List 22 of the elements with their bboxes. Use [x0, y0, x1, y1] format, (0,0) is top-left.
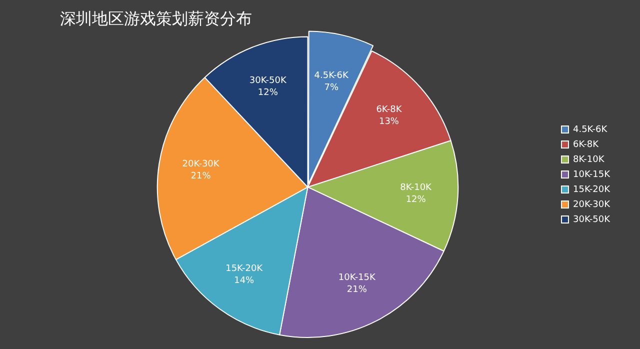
data-label: 21% — [346, 284, 368, 295]
legend-label: 6K-8K — [572, 140, 600, 150]
slice-label: 8K-10K — [400, 183, 433, 194]
slice-label: 10K-15K — [338, 272, 377, 283]
slice-label: 20K-30K — [182, 160, 220, 170]
legend-label: 8K-10K — [572, 154, 606, 165]
data-label: 13% — [378, 116, 400, 127]
data-label: 14% — [234, 276, 255, 286]
legend-label: 15K-20K — [572, 184, 612, 195]
legend-label: 10K-15K — [572, 170, 612, 180]
data-label: 21% — [190, 172, 212, 182]
chart-title: 深圳地区游戏策划薪资分布 — [60, 8, 252, 28]
slice-label: 4.5K-6K — [314, 70, 350, 81]
legend-label: 30K-50K — [572, 214, 612, 225]
legend-label: 20K-30K — [572, 200, 612, 210]
data-label: 12% — [258, 88, 278, 98]
slice-label: 6K-8K — [376, 104, 403, 115]
data-label: 7% — [324, 82, 339, 93]
legend-label: 4.5K-6K — [572, 124, 608, 135]
data-label: 12% — [406, 195, 426, 206]
slice-label: 30K-50K — [249, 76, 288, 86]
slice-label: 15K-20K — [226, 264, 264, 274]
